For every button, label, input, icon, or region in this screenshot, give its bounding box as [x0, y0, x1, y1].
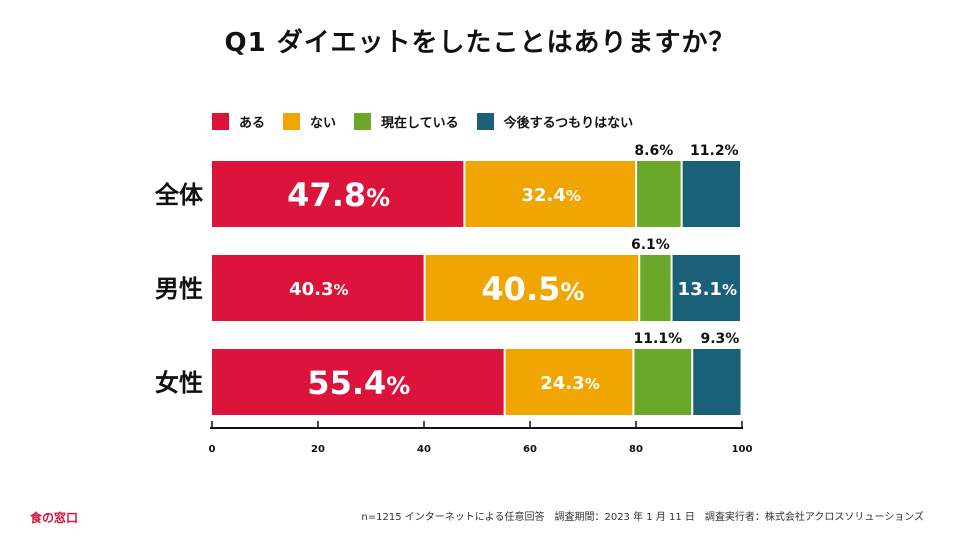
x-tick-label-20: 20 — [311, 444, 325, 455]
bar-segment-josei-kongo — [693, 349, 741, 415]
bar-segment-dansei-aru — [212, 255, 424, 321]
bar-segment-dansei-nai — [425, 255, 639, 321]
survey-footnote: n=1215 インターネットによる任意回答 調査期間：2023 年 1 月 11… — [361, 512, 924, 523]
bar-segment-josei-aru — [212, 349, 504, 415]
x-tick-label-40: 40 — [417, 444, 431, 455]
data-label-dansei-nai: 40.5% — [481, 270, 584, 308]
legend-swatch-aru — [212, 112, 229, 130]
brand-logo-text: 食の窓口 — [30, 511, 79, 525]
x-tick-label-80: 80 — [629, 444, 643, 455]
data-label-josei-aru: 55.4% — [307, 364, 410, 402]
bar-segment-dansei-kongo — [672, 255, 740, 321]
legend-swatch-kongo — [476, 112, 494, 130]
bar-segment-josei-genzai — [634, 349, 692, 415]
bar-segment-dansei-genzai — [640, 255, 671, 321]
bar-segment-zentai-genzai — [637, 161, 681, 227]
data-label-zentai-aru: 47.8% — [287, 176, 390, 214]
data-label-zentai-genzai: 8.6% — [634, 143, 673, 159]
bar-segment-zentai-aru — [212, 161, 464, 227]
legend: ある ない 現在している 今後するつもりはない — [212, 111, 651, 131]
legend-swatch-nai — [283, 112, 301, 130]
legend-item-aru: ある — [212, 112, 265, 131]
data-label-dansei-kongo: 13.1% — [678, 279, 737, 300]
chart-title: Q1 ダイエットをしたことはありますか？ — [224, 28, 736, 58]
data-label-dansei-genzai: 6.1% — [631, 237, 670, 253]
legend-label-nai: ない — [310, 115, 337, 131]
bar-segment-zentai-kongo — [682, 161, 740, 227]
category-label-josei: 女性 — [155, 369, 203, 397]
data-label-josei-kongo: 9.3% — [700, 331, 739, 347]
category-label-dansei: 男性 — [155, 275, 203, 303]
legend-item-genzai: 現在している — [354, 112, 459, 131]
legend-label-aru: ある — [239, 115, 266, 131]
bar-segment-zentai-nai — [465, 161, 636, 227]
x-tick-label-0: 0 — [209, 444, 216, 455]
data-label-dansei-aru: 40.3% — [289, 279, 348, 300]
category-label-zentai: 全体 — [154, 181, 204, 209]
data-label-zentai-nai: 32.4% — [521, 185, 580, 206]
data-label-josei-nai: 24.3% — [540, 373, 599, 394]
legend-swatch-genzai — [354, 112, 372, 130]
data-label-josei-genzai: 11.1% — [634, 331, 683, 347]
legend-item-kongo: 今後するつもりはない — [476, 112, 634, 131]
legend-label-genzai: 現在している — [381, 115, 459, 131]
legend-item-nai: ない — [283, 112, 336, 131]
legend-label-kongo: 今後するつもりはない — [503, 115, 634, 131]
x-tick-label-100: 100 — [732, 444, 753, 455]
data-label-zentai-kongo: 11.2% — [690, 143, 739, 159]
x-tick-label-60: 60 — [523, 444, 537, 455]
bar-segment-josei-nai — [505, 349, 633, 415]
